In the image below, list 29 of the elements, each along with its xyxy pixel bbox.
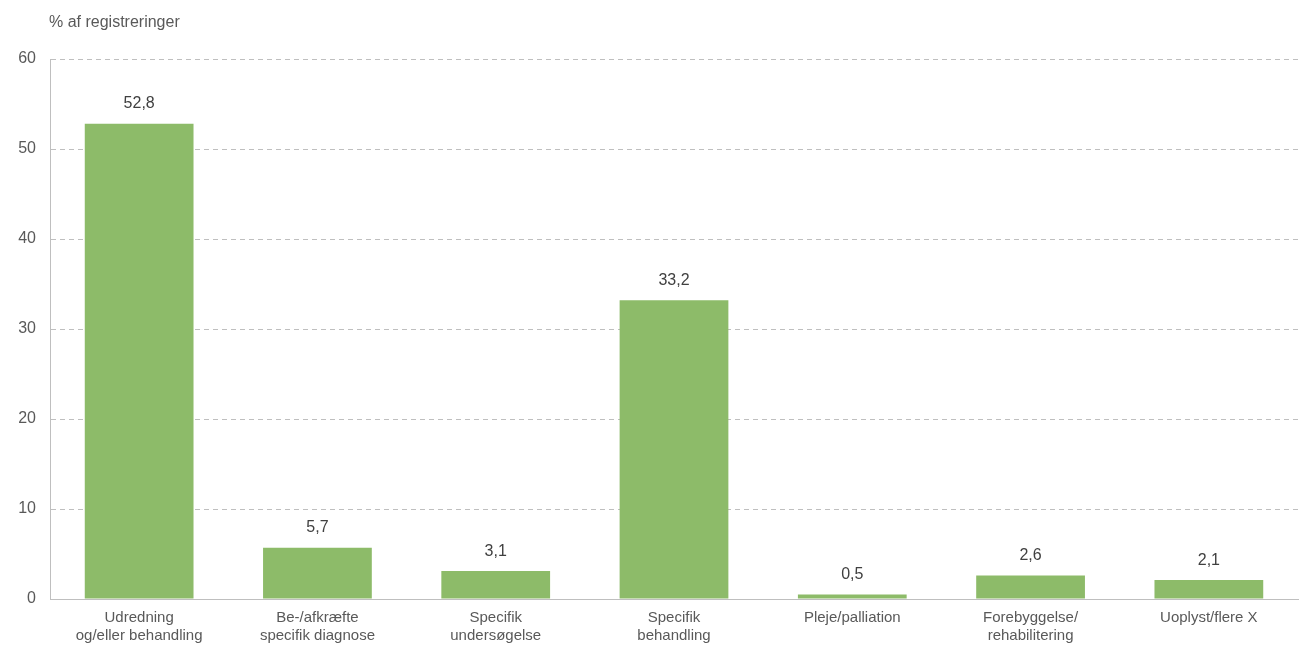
- x-tick-label: Pleje/palliation: [803, 608, 901, 626]
- y-tick-label: 0: [27, 589, 37, 607]
- data-label: 5,7: [306, 518, 329, 536]
- bar: [797, 594, 907, 599]
- x-tick-label: Forebyggelse/ rehabilitering: [983, 608, 1079, 644]
- bar: [1154, 580, 1264, 599]
- data-label: 0,5: [841, 564, 864, 582]
- y-axis-title: % af registreringer: [49, 13, 180, 31]
- x-tick-label: Udredning og/eller behandling: [75, 608, 203, 644]
- data-label: 3,1: [484, 541, 507, 559]
- bar: [619, 300, 729, 599]
- x-tick-label: Be-/afkræfte specifik diagnose: [259, 608, 375, 644]
- bar: [441, 571, 551, 599]
- y-tick-label: 10: [18, 499, 37, 517]
- data-label: 2,1: [1197, 550, 1221, 568]
- y-tick-label: 60: [18, 49, 37, 67]
- x-tick-label: Specifik behandling: [637, 608, 711, 644]
- x-tick-label: Specifik undersøgelse: [450, 608, 542, 644]
- data-label: 2,6: [1019, 546, 1042, 564]
- y-tick-label: 20: [18, 409, 37, 427]
- y-tick-label: 50: [18, 139, 37, 157]
- bar: [84, 123, 194, 599]
- bar: [263, 547, 372, 599]
- data-label: 33,2: [658, 270, 690, 288]
- y-tick-label: 30: [18, 319, 37, 337]
- y-tick-label: 40: [18, 229, 37, 247]
- data-label: 52,8: [123, 94, 155, 112]
- x-tick-label: Uoplyst/flere X: [1160, 608, 1258, 626]
- bar: [976, 575, 1085, 599]
